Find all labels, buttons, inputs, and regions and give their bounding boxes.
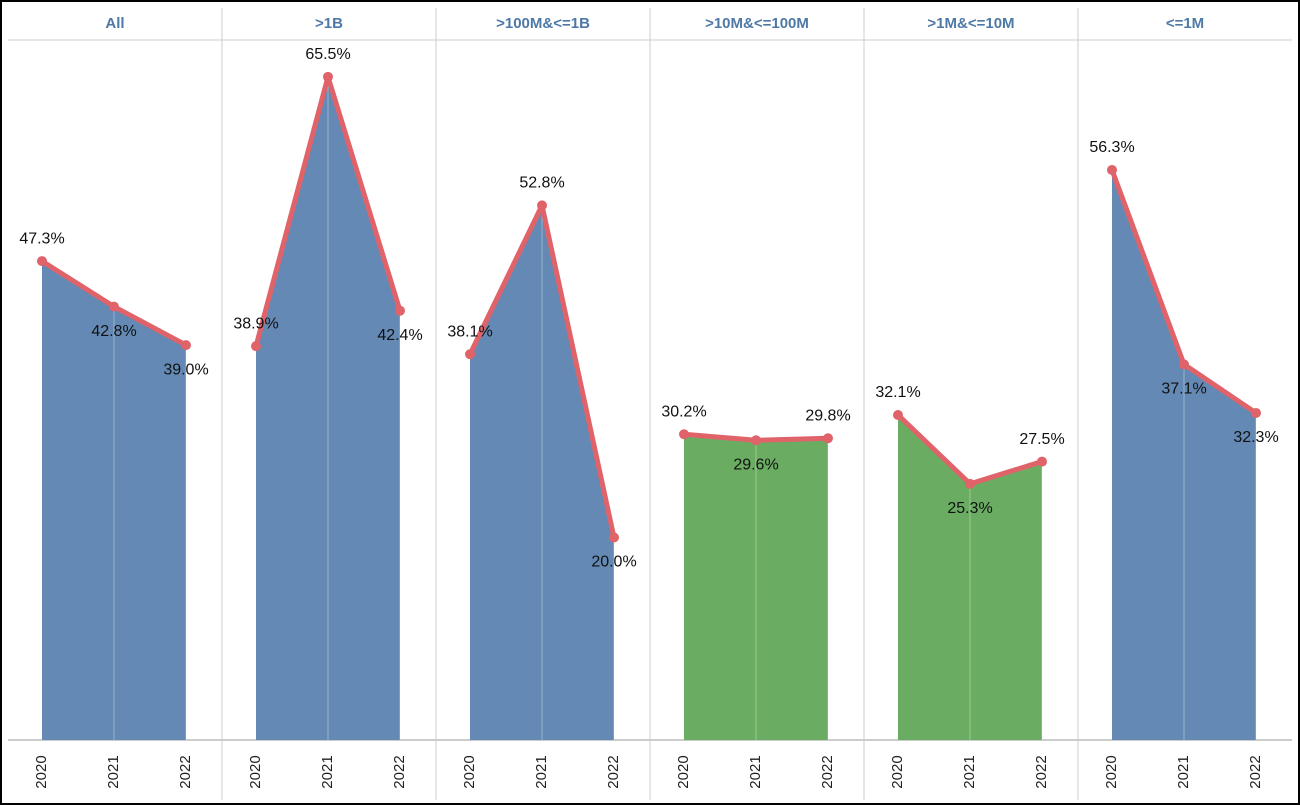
point <box>395 305 405 316</box>
x-tick-label: 2022 <box>391 755 408 788</box>
x-tick-label: 2020 <box>675 755 692 788</box>
x-tick-label: 2022 <box>177 755 194 788</box>
area <box>1112 169 1256 740</box>
area <box>470 205 614 740</box>
data-label: 65.5% <box>305 46 350 63</box>
data-label: 25.3% <box>947 500 992 517</box>
point <box>893 409 903 420</box>
x-tick-label: 2021 <box>961 755 978 788</box>
x-tick-label: 2020 <box>461 755 478 788</box>
x-tick-label: 2020 <box>247 755 264 788</box>
x-tick-label: 2021 <box>1175 755 1192 788</box>
point <box>251 341 261 352</box>
x-tick-label: 2020 <box>33 755 50 788</box>
data-label: 47.3% <box>19 230 64 247</box>
data-label: 42.4% <box>377 327 422 344</box>
area <box>684 434 828 740</box>
point <box>965 478 975 489</box>
point <box>1037 456 1047 467</box>
data-label: 37.1% <box>1161 381 1206 398</box>
panel-header: >10M&<=100M <box>705 15 809 32</box>
panel-header: >100M&<=1B <box>496 15 590 32</box>
x-tick-label: 2021 <box>533 755 550 788</box>
x-tick-label: 2021 <box>747 755 764 788</box>
x-tick-label: 2020 <box>889 755 906 788</box>
point <box>109 301 119 312</box>
panel-header: All <box>105 15 124 32</box>
data-label: 29.8% <box>805 407 850 424</box>
data-label: 42.8% <box>91 323 136 340</box>
x-tick-label: 2022 <box>1247 755 1264 788</box>
data-label: 32.1% <box>875 384 920 401</box>
x-tick-label: 2021 <box>105 755 122 788</box>
point <box>609 532 619 543</box>
data-label: 39.0% <box>163 361 208 378</box>
point <box>1179 359 1189 370</box>
point <box>323 71 333 82</box>
point <box>1251 407 1261 418</box>
data-label: 32.3% <box>1233 429 1278 446</box>
area <box>42 261 186 740</box>
point <box>537 200 547 211</box>
point <box>823 433 833 444</box>
panel-header: >1B <box>315 15 343 32</box>
data-label: 20.0% <box>591 554 636 571</box>
data-label: 30.2% <box>661 403 706 420</box>
x-tick-label: 2020 <box>1103 755 1120 788</box>
point <box>181 340 191 351</box>
area <box>256 76 400 740</box>
x-tick-label: 2022 <box>1033 755 1050 788</box>
x-tick-label: 2021 <box>319 755 336 788</box>
data-label: 56.3% <box>1089 139 1134 156</box>
panel-header: <=1M <box>1166 15 1204 32</box>
panel-header: >1M&<=10M <box>927 15 1014 32</box>
point <box>1107 164 1117 175</box>
point <box>679 429 689 440</box>
x-tick-label: 2022 <box>605 755 622 788</box>
point <box>751 435 761 446</box>
data-label: 29.6% <box>733 457 778 474</box>
x-tick-label: 2022 <box>819 755 836 788</box>
data-label: 38.9% <box>233 315 278 332</box>
point <box>465 349 475 360</box>
point <box>37 256 47 267</box>
data-label: 27.5% <box>1019 431 1064 448</box>
data-label: 38.1% <box>447 323 492 340</box>
area <box>898 414 1042 740</box>
data-label: 52.8% <box>519 175 564 192</box>
